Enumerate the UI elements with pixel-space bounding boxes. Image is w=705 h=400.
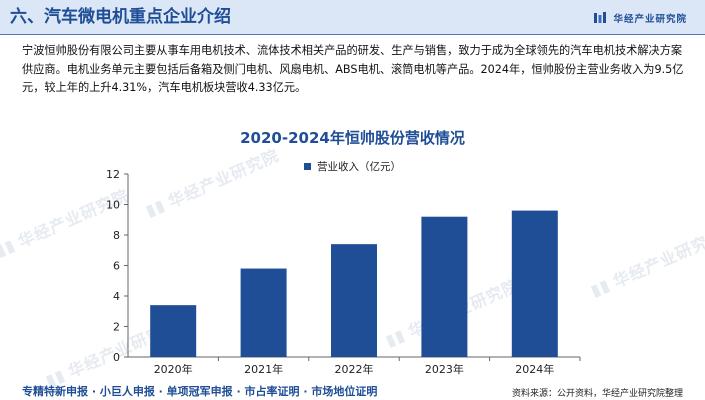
chart-legend: 营业收入（亿元） [0, 159, 705, 174]
bar [240, 268, 287, 357]
x-tick-label: 2020年 [154, 362, 193, 376]
x-tick-label: 2022年 [335, 362, 374, 376]
brand-logo: 华经产业研究院 [593, 10, 687, 26]
x-tick-label: 2021年 [244, 362, 283, 376]
bar [421, 216, 468, 357]
y-tick-label: 8 [113, 229, 120, 242]
chart-title: 2020-2024年恒帅股份营收情况 [240, 129, 465, 147]
header-divider [0, 34, 705, 35]
section-title: 六、汽车微电机重点企业介绍 [10, 7, 231, 27]
brand-icon [594, 12, 607, 23]
footer-source: 资料来源：公开资料，华经产业研究院整理 [511, 389, 683, 399]
legend-swatch [304, 163, 311, 170]
x-tick-label: 2023年 [425, 362, 464, 376]
x-tick-label: 2024年 [515, 362, 554, 376]
y-tick-label: 2 [113, 321, 120, 334]
y-tick-label: 10 [106, 199, 120, 212]
y-tick-label: 6 [113, 260, 120, 273]
bar [511, 210, 558, 357]
header-banner: 六、汽车微电机重点企业介绍 华经产业研究院 [0, 0, 705, 34]
y-tick-label: 0 [113, 351, 120, 364]
footer: 专精特新申报 · 小巨人申报 · 单项冠军申报 · 市占率证明 · 市场地位证明… [0, 376, 705, 400]
brand-name: 华经产业研究院 [613, 14, 687, 25]
legend-label: 营业收入（亿元） [317, 161, 401, 173]
y-tick-label: 12 [106, 168, 120, 181]
bar [150, 305, 197, 357]
company-description: 宁波恒帅股份有限公司主要从事车用电机技术、流体技术相关产品的研发、生产与销售，致… [22, 44, 684, 94]
y-tick-label: 4 [113, 290, 120, 303]
footer-services: 专精特新申报 · 小巨人申报 · 单项冠军申报 · 市占率证明 · 市场地位证明 [22, 385, 378, 398]
bar [331, 244, 377, 357]
